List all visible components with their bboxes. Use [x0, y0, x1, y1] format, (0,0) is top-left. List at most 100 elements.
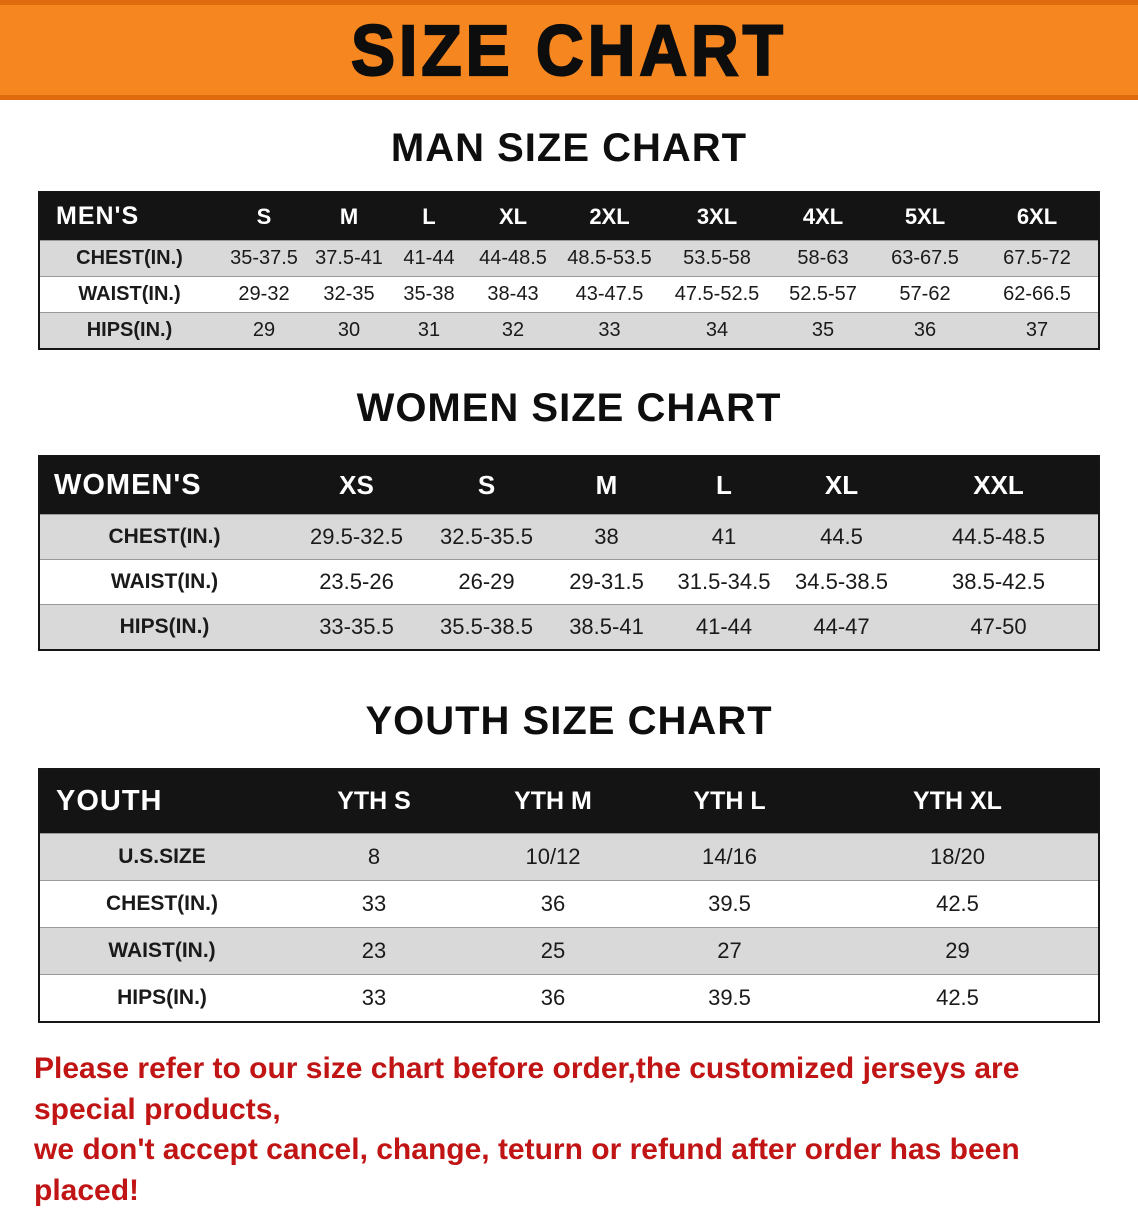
size-value-cell: 32-35: [309, 276, 389, 313]
size-value-cell: 44.5: [784, 514, 899, 560]
size-value-cell: 23: [284, 927, 464, 975]
men-size-table: MEN'S S M L XL 2XL 3XL 4XL 5XL 6XL CHEST…: [38, 191, 1100, 350]
youth-table-header-row: YOUTH YTH S YTH M YTH L YTH XL: [39, 769, 1099, 834]
size-value-cell: 32: [469, 312, 557, 349]
men-table-title-cell: MEN'S: [39, 192, 219, 241]
table-row: WAIST(IN.) 23.5-26 26-29 29-31.5 31.5-34…: [39, 559, 1099, 605]
size-value-cell: 34.5-38.5: [784, 559, 899, 605]
size-value-cell: 35.5-38.5: [424, 604, 549, 650]
size-value-cell: 33: [284, 974, 464, 1022]
size-value-cell: 47-50: [899, 604, 1099, 650]
men-size-section: MAN SIZE CHART MEN'S S M L XL 2XL 3XL 4X…: [0, 126, 1138, 350]
size-value-cell: 35-38: [389, 276, 469, 313]
size-chart-title: SIZE CHART: [350, 9, 787, 91]
size-value-cell: 63-67.5: [874, 240, 976, 277]
row-label: HIPS(IN.): [39, 604, 289, 650]
size-value-cell: 30: [309, 312, 389, 349]
size-value-cell: 32.5-35.5: [424, 514, 549, 560]
size-value-cell: 18/20: [817, 833, 1099, 881]
size-value-cell: 33: [284, 880, 464, 928]
size-value-cell: 47.5-52.5: [662, 276, 772, 313]
row-label: WAIST(IN.): [39, 927, 284, 975]
row-label: CHEST(IN.): [39, 880, 284, 928]
women-table-header-row: WOMEN'S XS S M L XL XXL: [39, 456, 1099, 515]
size-column-header: 2XL: [557, 192, 662, 241]
row-label: CHEST(IN.): [39, 514, 289, 560]
size-column-header: L: [664, 456, 784, 515]
size-value-cell: 35-37.5: [219, 240, 309, 277]
table-row: WAIST(IN.) 23 25 27 29: [39, 927, 1099, 975]
size-value-cell: 33: [557, 312, 662, 349]
size-value-cell: 38-43: [469, 276, 557, 313]
women-size-table: WOMEN'S XS S M L XL XXL CHEST(IN.) 29.5-…: [38, 455, 1100, 651]
men-table-header-row: MEN'S S M L XL 2XL 3XL 4XL 5XL 6XL: [39, 192, 1099, 241]
size-column-header: YTH L: [642, 769, 817, 834]
size-value-cell: 36: [464, 880, 642, 928]
size-column-header: YTH M: [464, 769, 642, 834]
size-value-cell: 48.5-53.5: [557, 240, 662, 277]
size-value-cell: 29: [219, 312, 309, 349]
size-value-cell: 42.5: [817, 880, 1099, 928]
table-row: HIPS(IN.) 33-35.5 35.5-38.5 38.5-41 41-4…: [39, 604, 1099, 650]
size-column-header: YTH S: [284, 769, 464, 834]
table-row: CHEST(IN.) 29.5-32.5 32.5-35.5 38 41 44.…: [39, 514, 1099, 560]
youth-size-table: YOUTH YTH S YTH M YTH L YTH XL U.S.SIZE …: [38, 768, 1100, 1023]
row-label: CHEST(IN.): [39, 240, 219, 277]
table-row: HIPS(IN.) 33 36 39.5 42.5: [39, 974, 1099, 1022]
size-value-cell: 44.5-48.5: [899, 514, 1099, 560]
size-column-header: XL: [469, 192, 557, 241]
size-column-header: 3XL: [662, 192, 772, 241]
size-value-cell: 41: [664, 514, 784, 560]
size-value-cell: 41-44: [389, 240, 469, 277]
size-value-cell: 31: [389, 312, 469, 349]
size-value-cell: 38: [549, 514, 664, 560]
footer-note: Please refer to our size chart before or…: [0, 1049, 1138, 1211]
table-row: CHEST(IN.) 33 36 39.5 42.5: [39, 880, 1099, 928]
size-value-cell: 29-32: [219, 276, 309, 313]
size-value-cell: 39.5: [642, 880, 817, 928]
table-row: U.S.SIZE 8 10/12 14/16 18/20: [39, 833, 1099, 881]
size-value-cell: 38.5-42.5: [899, 559, 1099, 605]
women-size-chart-heading: WOMEN SIZE CHART: [356, 386, 782, 430]
size-value-cell: 41-44: [664, 604, 784, 650]
size-column-header: XXL: [899, 456, 1099, 515]
size-value-cell: 39.5: [642, 974, 817, 1022]
size-column-header: XS: [289, 456, 424, 515]
man-size-chart-heading: MAN SIZE CHART: [390, 126, 748, 170]
size-value-cell: 36: [464, 974, 642, 1022]
size-value-cell: 26-29: [424, 559, 549, 605]
size-column-header: S: [424, 456, 549, 515]
size-value-cell: 29.5-32.5: [289, 514, 424, 560]
youth-size-chart-heading: YOUTH SIZE CHART: [365, 699, 773, 743]
women-table-title-cell: WOMEN'S: [39, 456, 289, 515]
table-row: CHEST(IN.) 35-37.5 37.5-41 41-44 44-48.5…: [39, 240, 1099, 277]
size-value-cell: 43-47.5: [557, 276, 662, 313]
size-value-cell: 44-48.5: [469, 240, 557, 277]
table-row: HIPS(IN.) 29 30 31 32 33 34 35 36 37: [39, 312, 1099, 349]
size-column-header: 5XL: [874, 192, 976, 241]
size-value-cell: 37: [976, 312, 1099, 349]
size-value-cell: 67.5-72: [976, 240, 1099, 277]
size-value-cell: 36: [874, 312, 976, 349]
size-value-cell: 53.5-58: [662, 240, 772, 277]
size-value-cell: 33-35.5: [289, 604, 424, 650]
size-value-cell: 38.5-41: [549, 604, 664, 650]
size-value-cell: 8: [284, 833, 464, 881]
size-value-cell: 25: [464, 927, 642, 975]
size-value-cell: 52.5-57: [772, 276, 874, 313]
women-size-section: WOMEN SIZE CHART WOMEN'S XS S M L XL XXL…: [0, 386, 1138, 651]
size-value-cell: 10/12: [464, 833, 642, 881]
size-value-cell: 29: [817, 927, 1099, 975]
size-value-cell: 34: [662, 312, 772, 349]
size-value-cell: 44-47: [784, 604, 899, 650]
size-value-cell: 37.5-41: [309, 240, 389, 277]
size-column-header: 6XL: [976, 192, 1099, 241]
size-chart-banner: SIZE CHART: [0, 0, 1138, 100]
size-value-cell: 14/16: [642, 833, 817, 881]
youth-table-title-cell: YOUTH: [39, 769, 284, 834]
size-column-header: 4XL: [772, 192, 874, 241]
table-row: WAIST(IN.) 29-32 32-35 35-38 38-43 43-47…: [39, 276, 1099, 313]
size-value-cell: 29-31.5: [549, 559, 664, 605]
row-label: WAIST(IN.): [39, 559, 289, 605]
size-value-cell: 57-62: [874, 276, 976, 313]
